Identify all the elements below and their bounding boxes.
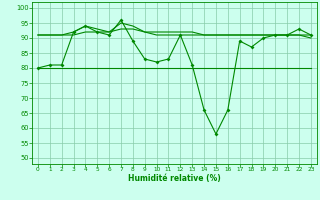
X-axis label: Humidité relative (%): Humidité relative (%) xyxy=(128,174,221,183)
